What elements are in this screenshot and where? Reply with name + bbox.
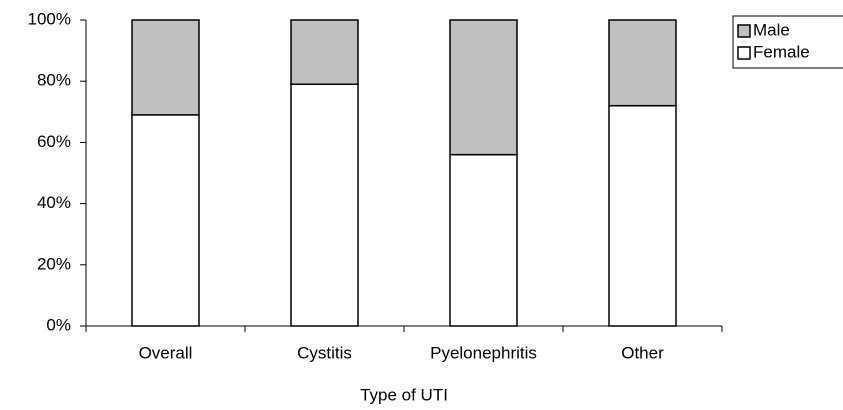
legend-label: Male bbox=[753, 20, 790, 39]
legend-box bbox=[732, 15, 843, 69]
y-tick-label: 60% bbox=[37, 132, 71, 151]
bar-segment bbox=[131, 19, 200, 116]
x-tick-label: Pyelonephritis bbox=[430, 343, 537, 362]
bar-segment bbox=[131, 114, 200, 327]
bar-segment bbox=[290, 83, 359, 327]
x-axis-label: Type of UTI bbox=[360, 385, 448, 404]
x-tick-label: Other bbox=[621, 343, 664, 362]
y-tick-label: 20% bbox=[37, 254, 71, 273]
legend-swatch bbox=[737, 46, 751, 60]
legend-swatch bbox=[737, 24, 751, 38]
bar-segment bbox=[290, 19, 359, 86]
y-tick-label: 40% bbox=[37, 193, 71, 212]
bar-segment bbox=[449, 153, 518, 327]
legend-label: Female bbox=[753, 42, 810, 61]
bar-segment bbox=[608, 19, 677, 107]
y-tick-label: 100% bbox=[28, 9, 71, 28]
y-tick-label: 0% bbox=[46, 315, 71, 334]
bar-segment bbox=[449, 19, 518, 156]
bar-segment bbox=[608, 104, 677, 327]
y-tick-label: 80% bbox=[37, 71, 71, 90]
x-tick-label: Cystitis bbox=[297, 343, 352, 362]
x-tick-label: Overall bbox=[139, 343, 193, 362]
